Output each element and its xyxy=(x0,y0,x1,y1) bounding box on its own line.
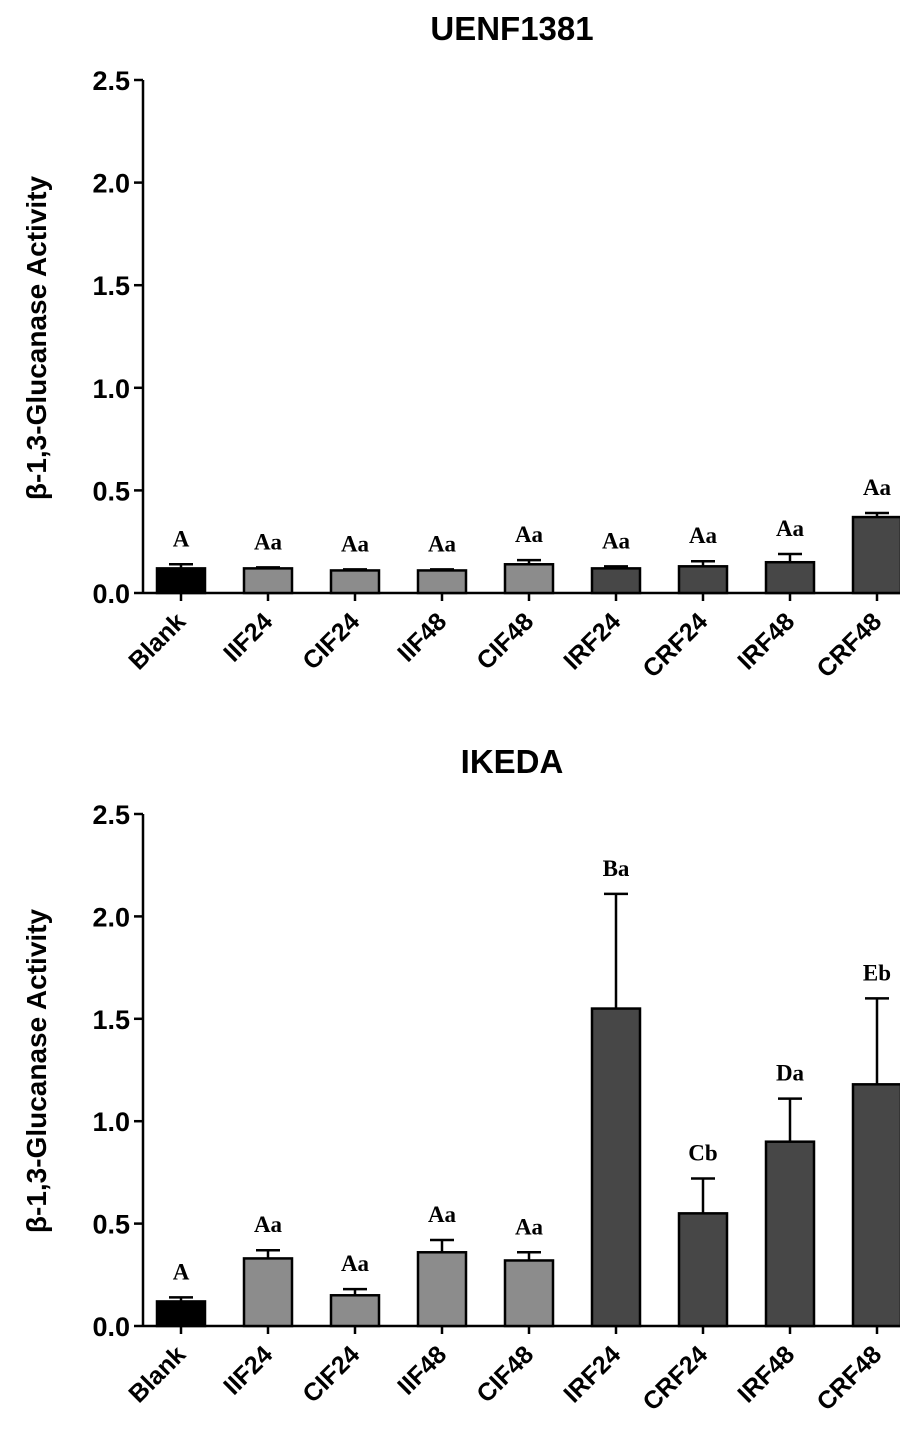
bar-irf24 xyxy=(590,567,642,595)
x-tick-label: CIF48 xyxy=(471,1340,539,1408)
bar-cif48 xyxy=(503,1259,555,1328)
bar-crf24 xyxy=(677,565,729,595)
y-tick-label: 0.0 xyxy=(92,579,130,609)
x-tick-label: CRF48 xyxy=(811,1340,887,1416)
y-tick-label: 2.0 xyxy=(92,169,130,199)
x-tick-label: CIF48 xyxy=(471,607,539,675)
data-label: Aa xyxy=(689,523,718,548)
y-tick-label: 1.5 xyxy=(92,1005,130,1035)
data-label: Aa xyxy=(863,475,892,500)
data-label: Aa xyxy=(254,1212,283,1237)
x-tick-label: IRF48 xyxy=(732,607,800,675)
x-tick-label: IIF24 xyxy=(218,607,278,667)
x-tick-label: IIF48 xyxy=(392,607,452,667)
chart-title: IKEDA xyxy=(461,743,564,780)
data-label: Aa xyxy=(428,531,457,556)
data-label: Eb xyxy=(863,960,891,985)
data-label: Cb xyxy=(688,1141,717,1166)
data-label: Aa xyxy=(515,1214,544,1239)
data-label: A xyxy=(173,526,190,551)
y-tick-label: 0.5 xyxy=(92,1210,130,1240)
chart-ikeda: IKEDA β-1,3-Glucanase Activity 0.0 0.5 1.0… xyxy=(21,743,900,1416)
data-label: Ba xyxy=(603,856,630,881)
data-label: Aa xyxy=(428,1202,457,1227)
bar-irf24 xyxy=(590,1007,642,1328)
bar-blank xyxy=(155,567,207,595)
chart-marks: 0.0 0.5 1.0 1.5 2.0 2.5 A Blank Aa IIF24 Aa CIF24 Aa… xyxy=(92,800,900,1416)
bar-crf48 xyxy=(851,1083,900,1328)
y-tick-label: 0.0 xyxy=(92,1312,130,1342)
data-label: Aa xyxy=(776,516,805,541)
y-axis-label: β-1,3-Glucanase Activity xyxy=(21,175,52,500)
x-tick-label: IIF24 xyxy=(218,1340,278,1400)
y-axis-label: β-1,3-Glucanase Activity xyxy=(21,908,52,1233)
bar-cif24 xyxy=(329,1294,381,1328)
bar-iif48 xyxy=(416,569,468,595)
chart-uenf1381: UENF1381 β-1,3-Glucanase Activity 0.0 0.5… xyxy=(21,10,900,683)
bar-irf48 xyxy=(764,1140,816,1328)
bar-crf24 xyxy=(677,1212,729,1328)
x-tick-label: Blank xyxy=(123,607,191,675)
bar-crf48 xyxy=(851,515,900,595)
data-label: A xyxy=(173,1259,190,1284)
bar-iif24 xyxy=(242,1257,294,1328)
data-label: Aa xyxy=(602,528,631,553)
y-tick-label: 1.0 xyxy=(92,1107,130,1137)
x-tick-label: IRF48 xyxy=(732,1340,800,1408)
y-tick-label: 1.5 xyxy=(92,271,130,301)
y-tick-label: 0.5 xyxy=(92,476,130,506)
x-tick-label: IRF24 xyxy=(558,1340,626,1408)
x-tick-label: IRF24 xyxy=(558,607,626,675)
data-label: Da xyxy=(776,1061,805,1086)
x-tick-label: CRF48 xyxy=(811,607,887,683)
bar-irf48 xyxy=(764,560,816,595)
y-tick-label: 2.0 xyxy=(92,902,130,932)
bar-iif48 xyxy=(416,1251,468,1328)
x-tick-label: CRF24 xyxy=(637,1340,713,1416)
data-label: Aa xyxy=(341,531,370,556)
data-label: Aa xyxy=(515,522,544,547)
bar-cif24 xyxy=(329,569,381,595)
bar-blank xyxy=(155,1300,207,1328)
x-tick-label: CRF24 xyxy=(637,607,713,683)
x-tick-label: CIF24 xyxy=(297,607,365,675)
y-tick-label: 2.5 xyxy=(92,800,130,830)
x-tick-label: IIF48 xyxy=(392,1340,452,1400)
x-tick-label: Blank xyxy=(123,1340,191,1408)
y-tick-label: 1.0 xyxy=(92,374,130,404)
x-tick-label: CIF24 xyxy=(297,1340,365,1408)
chart-marks: 0.0 0.5 1.0 1.5 2.0 2.5 A Blank Aa IIF24 Aa CIF24 Aa… xyxy=(92,66,900,683)
chart-title: UENF1381 xyxy=(430,10,593,47)
y-tick-label: 2.5 xyxy=(92,66,130,96)
data-label: Aa xyxy=(341,1251,370,1276)
data-label: Aa xyxy=(254,529,283,554)
bar-cif48 xyxy=(503,563,555,595)
bar-iif24 xyxy=(242,567,294,595)
